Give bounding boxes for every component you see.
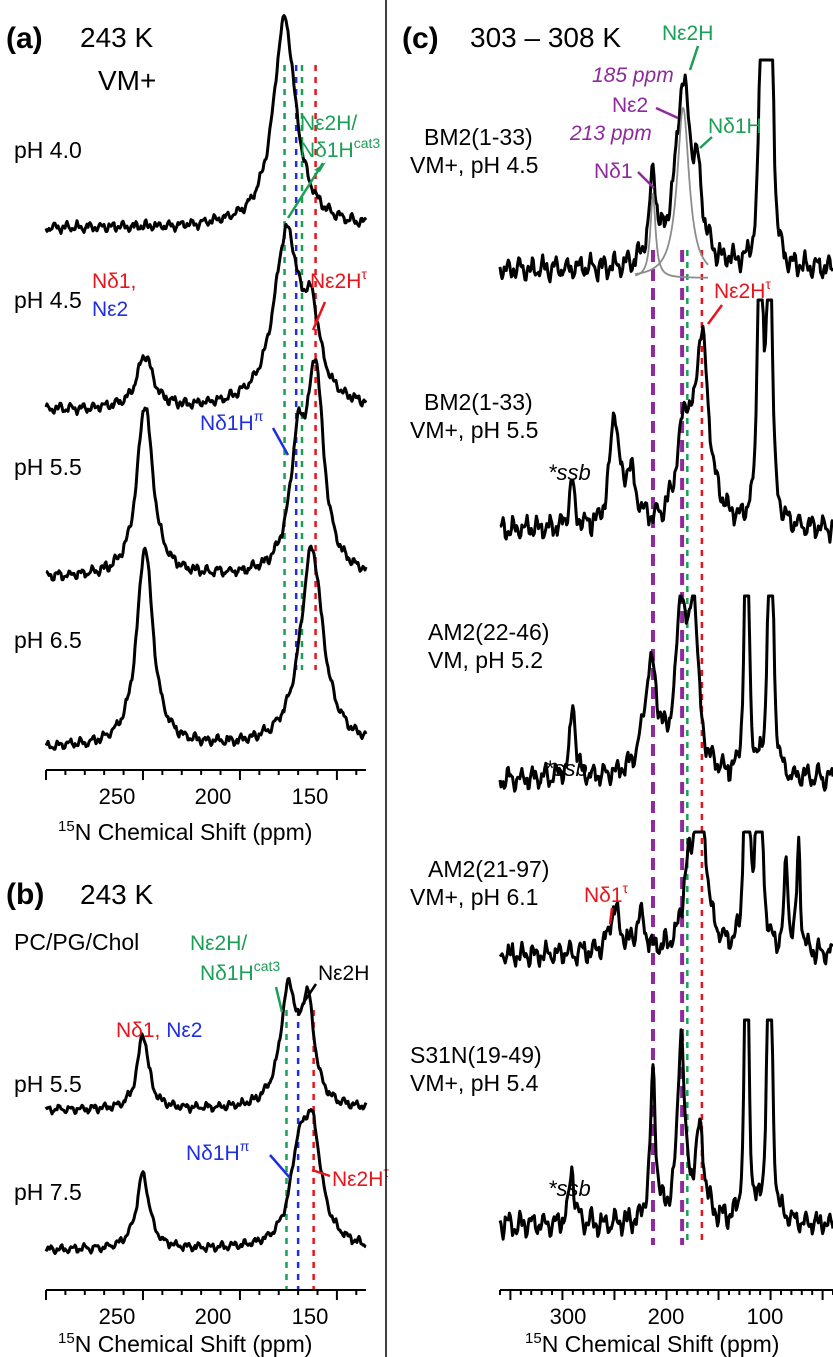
panel-c-label-ne2h-tau: Nε2Hτ <box>714 276 771 303</box>
panel-c-trace-label: BM2(1-33) <box>424 124 533 150</box>
panel-c-label-nd1h: Nδ1H <box>708 115 762 138</box>
panel-c-trace-label: BM2(1-33) <box>424 389 533 415</box>
panel-b-label-ne2h-tau: Nε2Hτ <box>332 1164 389 1191</box>
panel-c-reference-lines <box>650 250 704 1245</box>
panel-a-reference-lines <box>283 65 317 670</box>
panel-c-x-axis-title: 15N Chemical Shift (ppm) <box>525 1330 779 1357</box>
panel-a-arrow-red <box>311 301 327 331</box>
panel-c-ticks <box>499 1290 833 1300</box>
panel-a-label-nd1h-pi: Nδ1Hπ <box>200 408 264 435</box>
panel-a-tick-label: 250 <box>99 784 136 809</box>
panel-a-label-nd1h-cat3: Nδ1Hcat3 <box>300 135 380 162</box>
panel-b-ticks <box>45 1290 358 1300</box>
panel-c-fit-peaks <box>634 106 709 279</box>
panel-c-trace-condition: VM+, pH 5.4 <box>410 1070 539 1096</box>
panel-c-label-185ppm: 185 ppm <box>592 64 674 87</box>
panel-c-arrow-purple-nd1 <box>637 171 655 189</box>
panel-b-tag: (b) <box>6 878 44 911</box>
panel-a-label-ne2h-tau: Nε2Hτ <box>310 266 367 293</box>
panel-c-arrow-red-ne2h <box>706 304 724 325</box>
panel-b-arrow-green <box>274 986 284 1013</box>
panel-b-tick-label: 250 <box>99 1304 136 1329</box>
panel-c-trace-condition: VM+, pH 4.5 <box>410 152 538 178</box>
panel-a-trace-label: pH 5.5 <box>14 454 82 480</box>
panel-c-tick-label: 300 <box>550 1304 587 1329</box>
panel-c-trace-condition: VM+, pH 5.5 <box>410 417 538 443</box>
panel-c-temperature: 303 – 308 K <box>470 22 621 53</box>
spectrum-trace <box>498 58 833 284</box>
panel-a-trace-label: pH 4.0 <box>14 137 82 163</box>
panel-c-label-nd1: Nδ1 <box>594 160 633 183</box>
panel-a-trace-label: pH 4.5 <box>14 287 82 313</box>
panel-c: (c) 303 – 308 K BM2(1-33) VM+, pH 4.5 BM… <box>385 0 833 1357</box>
panel-a-ticks <box>45 770 358 780</box>
fit-peak-curve <box>634 106 709 276</box>
panel-a-sample: VM+ <box>98 65 156 96</box>
panel-c-trace-label: S31N(19-49) <box>410 1042 542 1068</box>
panel-b-x-axis-title: 15N Chemical Shift (ppm) <box>58 1330 312 1357</box>
panel-b-label-ne2h-black: Nε2H <box>318 962 369 985</box>
panel-a-arrow-blue <box>271 427 290 456</box>
spectrum-trace <box>498 830 833 968</box>
panel-a-label-ne2h: Nε2H/ <box>300 112 357 135</box>
panel-a: (a) 243 K VM+ pH 4.0 pH 4.5 pH 5.5 pH 6.… <box>6 14 380 845</box>
panel-b: (b) 243 K PC/PG/Chol pH 5.5 pH 7.5 Nε2H/… <box>6 878 389 1357</box>
panel-c-arrow-purple-ne2 <box>655 106 679 120</box>
panel-c-trace-label: AM2(22-46) <box>428 619 549 645</box>
panel-c-label-nd1-tau: Nδ1τ <box>584 880 629 907</box>
spectrum-trace <box>44 222 368 416</box>
panel-b-spectra <box>44 977 368 1255</box>
spectrum-trace <box>499 298 833 544</box>
panel-c-label-ne2: Nε2 <box>612 94 648 117</box>
panel-c-arrow-green-nd1h <box>699 136 713 149</box>
panel-a-tick-label: 200 <box>195 784 232 809</box>
panel-b-reference-lines <box>285 1010 315 1290</box>
spectrum-trace <box>44 14 368 235</box>
panel-c-label-213ppm: 213 ppm <box>569 122 652 145</box>
panel-a-spectra <box>44 14 368 751</box>
panel-b-arrow-black <box>300 983 318 1006</box>
panel-c-tick-label: 200 <box>648 1304 685 1329</box>
panel-a-temperature: 243 K <box>80 22 153 53</box>
panel-a-arrowhead-green <box>314 162 326 172</box>
panel-b-label-nd1h-pi: Nδ1Hπ <box>186 1138 250 1165</box>
panel-a-tag: (a) <box>6 22 43 55</box>
panel-a-tick-label: 150 <box>292 784 329 809</box>
panel-c-arrow-red-nd1 <box>608 907 614 925</box>
panel-b-label-ne2h: Nε2H/ <box>190 932 247 955</box>
panel-a-x-axis-title: 15N Chemical Shift (ppm) <box>58 818 312 845</box>
spectrum-trace <box>44 977 368 1116</box>
panel-b-tick-label: 150 <box>292 1304 329 1329</box>
panel-b-tick-label: 200 <box>195 1304 232 1329</box>
panel-b-arrow-red <box>311 1168 331 1178</box>
panel-a-trace-label: pH 6.5 <box>14 627 82 653</box>
panel-b-trace-label: pH 7.5 <box>14 1179 82 1205</box>
panel-c-tag: (c) <box>402 22 439 55</box>
panel-c-label-ne2h: Nε2H <box>662 22 713 45</box>
spectrum-trace <box>45 358 368 582</box>
panel-a-label-nd1: Nδ1, <box>92 270 136 293</box>
panel-c-trace-condition: VM, pH 5.2 <box>428 647 543 673</box>
spectrum-trace <box>498 1018 833 1241</box>
panel-c-spectra <box>498 58 833 1241</box>
panel-a-label-ne2: Nε2 <box>92 298 128 321</box>
panel-a-arrow-green <box>286 162 325 219</box>
panel-b-membrane: PC/PG/Chol <box>14 929 139 955</box>
spectrum-trace <box>44 544 368 751</box>
panel-b-label-nd1-ne2: Nδ1, Nε2 <box>116 1019 202 1042</box>
panel-b-label-nd1h-cat3: Nδ1Hcat3 <box>200 958 280 985</box>
fit-peak-curve <box>634 192 709 279</box>
panel-c-tick-label: 100 <box>747 1304 784 1329</box>
panel-c-trace-label: AM2(21-97) <box>428 856 549 882</box>
panel-c-trace-condition: VM+, pH 6.1 <box>410 884 538 910</box>
panel-c-arrow-green-top <box>688 45 700 71</box>
panel-b-temperature: 243 K <box>80 879 153 910</box>
panel-b-trace-label: pH 5.5 <box>14 1071 82 1097</box>
spectrum-trace <box>44 1108 367 1255</box>
spectrum-trace <box>498 594 833 793</box>
panel-b-arrow-blue <box>269 1154 291 1179</box>
